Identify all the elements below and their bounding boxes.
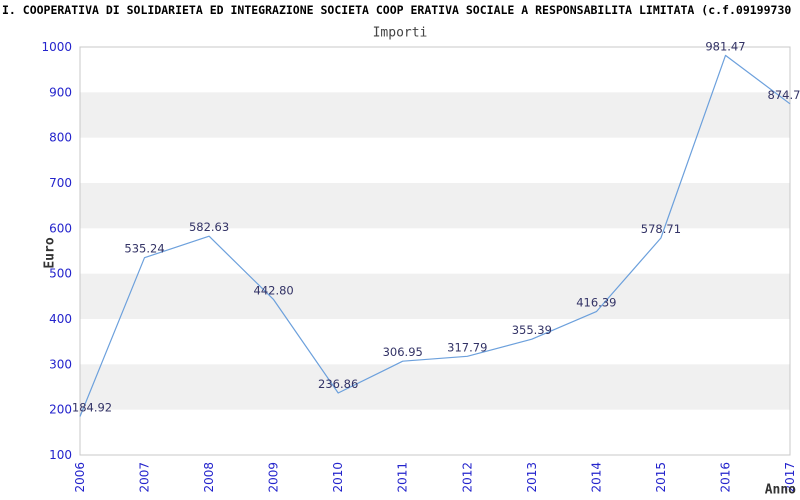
data-point-label: 535.24 xyxy=(124,242,164,256)
x-tick-label: 2010 xyxy=(331,462,345,493)
grid-band xyxy=(80,183,790,229)
x-tick-label: 2015 xyxy=(654,462,668,493)
y-tick-label: 600 xyxy=(49,221,72,235)
y-tick-label: 1000 xyxy=(41,40,72,54)
y-tick-label: 300 xyxy=(49,357,72,371)
x-tick-label: 2017 xyxy=(783,462,797,493)
x-tick-label: 2007 xyxy=(138,462,152,493)
x-tick-label: 2014 xyxy=(589,462,603,493)
x-tick-label: 2016 xyxy=(718,462,732,493)
data-point-label: 416.39 xyxy=(576,296,616,310)
x-tick-label: 2012 xyxy=(460,462,474,493)
plot-border xyxy=(79,46,791,456)
grid-band xyxy=(80,92,790,138)
y-tick-label: 800 xyxy=(49,131,72,145)
y-tick-label: 400 xyxy=(49,312,72,326)
chart-title: Importi xyxy=(372,25,428,41)
data-point-label: 582.63 xyxy=(189,220,229,234)
y-tick-label: 900 xyxy=(49,85,72,99)
data-point-label: 981.47 xyxy=(705,39,745,53)
x-tick-label: 2009 xyxy=(267,462,281,493)
data-point-label: 355.39 xyxy=(512,323,552,337)
grid-band xyxy=(80,273,790,319)
y-tick-label: 500 xyxy=(49,267,72,281)
grid-band xyxy=(80,364,790,410)
page-title: I. COOPERATIVA DI SOLIDARIETA ED INTEGRA… xyxy=(2,3,792,17)
data-point-label: 184.92 xyxy=(72,401,112,415)
y-axis-title: Euro xyxy=(42,237,58,269)
x-tick-label: 2006 xyxy=(73,462,87,493)
y-tick-label: 100 xyxy=(49,448,72,462)
data-point-label: 306.95 xyxy=(383,345,423,359)
x-tick-label: 2011 xyxy=(396,462,410,493)
x-tick-label: 2008 xyxy=(202,462,216,493)
data-point-label: 442.80 xyxy=(254,284,294,298)
data-point-label: 874.7 xyxy=(768,88,800,102)
data-point-label: 236.86 xyxy=(318,377,358,391)
x-tick-label: 2013 xyxy=(525,462,539,493)
y-tick-label: 700 xyxy=(49,176,72,190)
y-tick-label: 200 xyxy=(49,403,72,417)
x-axis-title: Anno xyxy=(764,482,796,498)
data-point-label: 317.79 xyxy=(447,340,487,354)
data-point-label: 578.71 xyxy=(641,222,681,236)
data-line xyxy=(79,54,791,417)
